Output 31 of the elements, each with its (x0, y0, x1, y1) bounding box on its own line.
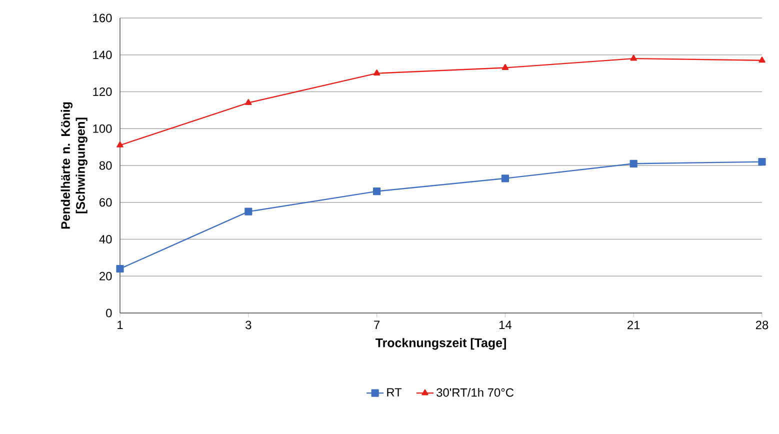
y-tick-label: 120 (93, 88, 112, 96)
y-tick-label: 40 (99, 235, 112, 244)
y-axis-title: Pendelhärte n. König [Schwingungen] (60, 102, 88, 229)
y-tick-label: 20 (100, 272, 112, 280)
point (630, 54, 637, 61)
y-tick-label: 0 (106, 308, 112, 318)
point (758, 56, 766, 63)
y-tick-label: 80 (99, 161, 112, 170)
point (630, 160, 638, 168)
x-tick-label: 7 (374, 320, 380, 329)
y-tick-label: 60 (100, 198, 112, 207)
y-tick-label: 140 (93, 50, 112, 60)
point (501, 174, 509, 182)
y-tick-label: 100 (93, 124, 112, 133)
point (116, 141, 124, 148)
point (373, 70, 380, 76)
x-tick-label: 14 (499, 320, 512, 329)
legend-label: RT (387, 388, 402, 396)
point (116, 264, 124, 273)
legend-label: 30'RT/1h 70°C (436, 388, 514, 397)
point (245, 99, 252, 106)
point (244, 208, 252, 216)
x-axis-title: Trocknungszeit [Tage] (376, 338, 506, 350)
x-tick-label: 1 (118, 320, 123, 329)
x-tick-label: 28 (756, 320, 768, 330)
point (502, 64, 509, 70)
point (373, 188, 381, 196)
x-tick-label: 3 (246, 320, 252, 330)
x-tick-label: 21 (628, 320, 640, 330)
y-tick-label: 160 (93, 14, 112, 22)
point (758, 158, 766, 166)
